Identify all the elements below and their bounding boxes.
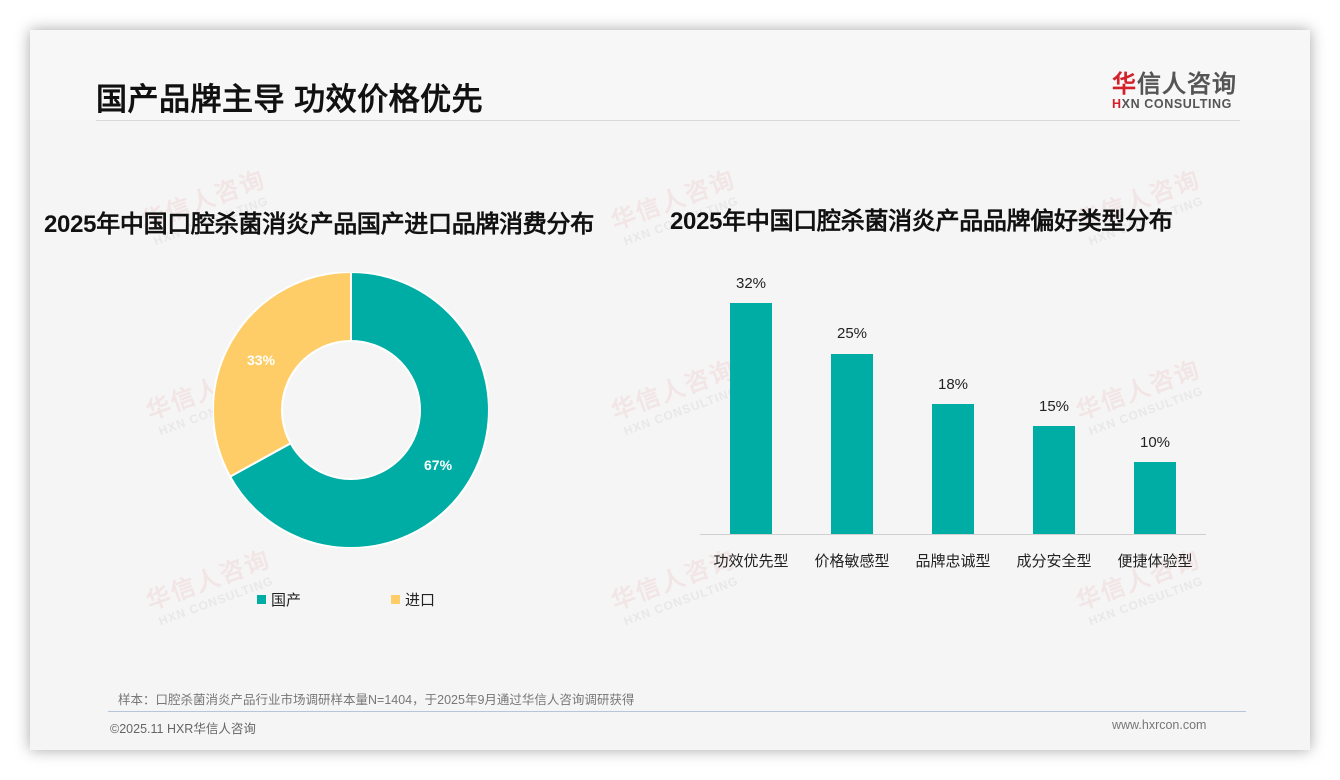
bar-convenience[interactable]: [1134, 462, 1176, 534]
website-link[interactable]: www.hxrcon.com: [1112, 718, 1207, 732]
legend-item-import: 进口: [391, 589, 435, 610]
bar-price-sensitive[interactable]: [831, 354, 873, 534]
bar-value-label: 15%: [1038, 398, 1070, 415]
slide: 国产品牌主导 功效价格优先 华信人咨询 HXN CONSULTING 华信人咨询…: [30, 30, 1310, 750]
sample-footnote: 样本：口腔杀菌消炎产品行业市场调研样本量N=1404，于2025年9月通过华信人…: [118, 693, 635, 707]
donut-slice-import[interactable]: [211, 270, 352, 478]
donut-label-import: 33%: [247, 352, 276, 368]
header-band: [30, 30, 1310, 120]
logo-en: HXN CONSULTING: [1112, 97, 1232, 111]
bar-value-label: 25%: [836, 325, 868, 342]
bar-ingredient-safety[interactable]: [1033, 426, 1075, 534]
bar-chart: 32% 功效优先型 25% 价格敏感型 18% 品牌忠诚型 15% 成分安全型 …: [700, 270, 1210, 590]
donut-chart: 33% 67%: [211, 270, 490, 549]
legend-swatch-icon: [391, 595, 400, 604]
donut-slice-domestic[interactable]: [228, 270, 490, 549]
logo-cn: 华信人咨询: [1112, 71, 1237, 98]
bar-category-label: 功效优先型: [713, 553, 789, 570]
footer-divider: [108, 711, 1246, 712]
bar-brand-loyal[interactable]: [932, 404, 974, 534]
donut-chart-title: 2025年中国口腔杀菌消炎产品国产进口品牌消费分布: [44, 211, 594, 238]
bar-efficacy-first[interactable]: [730, 303, 772, 534]
copyright: ©2025.11 HXR华信人咨询: [110, 722, 256, 736]
page-title: 国产品牌主导 功效价格优先: [96, 82, 484, 117]
donut-svg: [211, 270, 490, 549]
bar-value-label: 18%: [937, 376, 969, 393]
bar-category-label: 便捷体验型: [1117, 553, 1193, 570]
legend-swatch-icon: [257, 595, 266, 604]
bar-value-label: 10%: [1139, 434, 1171, 451]
bar-value-label: 32%: [735, 275, 767, 292]
brand-logo: 华信人咨询 HXN CONSULTING: [1112, 64, 1242, 111]
header-divider: [96, 120, 1240, 121]
bar-category-label: 成分安全型: [1016, 553, 1092, 570]
x-axis-line: [700, 534, 1206, 535]
bar-category-label: 品牌忠诚型: [915, 553, 991, 570]
bar-chart-title: 2025年中国口腔杀菌消炎产品品牌偏好类型分布: [670, 208, 1173, 235]
bar-category-label: 价格敏感型: [814, 553, 890, 570]
donut-label-domestic: 67%: [424, 457, 453, 473]
legend-item-domestic: 国产: [257, 589, 301, 610]
